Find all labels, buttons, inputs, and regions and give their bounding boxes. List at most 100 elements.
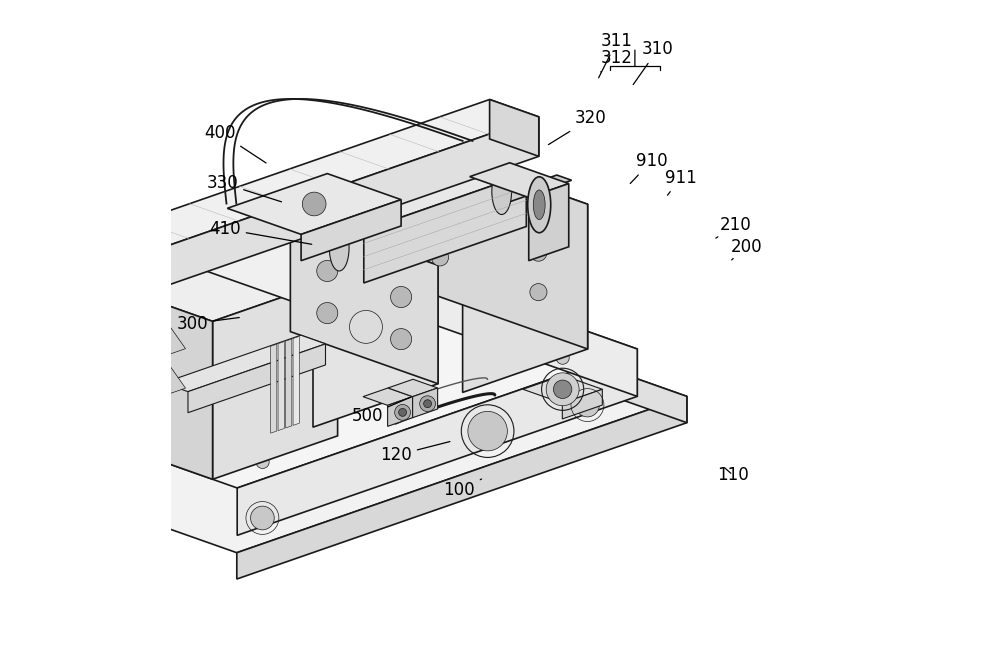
Polygon shape	[188, 344, 325, 413]
Circle shape	[431, 209, 449, 226]
Polygon shape	[363, 388, 413, 405]
Polygon shape	[388, 379, 438, 397]
Polygon shape	[301, 199, 401, 261]
Polygon shape	[392, 292, 687, 422]
Text: 410: 410	[209, 220, 312, 244]
Circle shape	[317, 303, 338, 324]
Circle shape	[431, 249, 449, 266]
Circle shape	[576, 393, 599, 417]
Circle shape	[107, 360, 125, 378]
Circle shape	[399, 409, 407, 417]
Text: 311: 311	[599, 32, 633, 78]
Polygon shape	[109, 347, 149, 382]
Polygon shape	[290, 213, 438, 384]
Circle shape	[149, 338, 158, 347]
Circle shape	[553, 380, 572, 399]
Circle shape	[144, 372, 162, 391]
Circle shape	[255, 510, 270, 526]
Text: 110: 110	[717, 466, 749, 484]
Circle shape	[354, 315, 378, 339]
Polygon shape	[391, 135, 588, 349]
Polygon shape	[523, 375, 602, 403]
Circle shape	[406, 403, 419, 417]
Text: 500: 500	[351, 397, 411, 425]
Polygon shape	[364, 174, 526, 283]
Circle shape	[251, 506, 274, 530]
Circle shape	[70, 307, 89, 326]
Circle shape	[302, 192, 326, 216]
Circle shape	[75, 312, 84, 321]
Circle shape	[59, 386, 72, 399]
Polygon shape	[470, 163, 569, 197]
Text: 210: 210	[716, 216, 751, 238]
Text: 120: 120	[380, 442, 450, 465]
Polygon shape	[286, 339, 292, 428]
Circle shape	[530, 284, 547, 301]
Polygon shape	[313, 265, 438, 427]
Text: 100: 100	[443, 479, 482, 499]
Circle shape	[395, 405, 410, 420]
Circle shape	[468, 411, 507, 451]
Text: 310: 310	[633, 40, 674, 85]
Circle shape	[556, 351, 569, 365]
Polygon shape	[391, 262, 637, 396]
Polygon shape	[562, 390, 602, 419]
Circle shape	[107, 320, 125, 339]
Polygon shape	[90, 99, 539, 256]
Circle shape	[317, 261, 338, 282]
Polygon shape	[16, 252, 213, 479]
Circle shape	[256, 455, 269, 468]
Circle shape	[29, 428, 53, 451]
Circle shape	[149, 377, 158, 386]
Ellipse shape	[492, 168, 512, 215]
Ellipse shape	[329, 225, 349, 271]
Polygon shape	[293, 336, 299, 425]
Circle shape	[580, 397, 595, 413]
Circle shape	[424, 400, 432, 408]
Circle shape	[33, 432, 49, 447]
Polygon shape	[72, 295, 112, 330]
Circle shape	[70, 347, 89, 365]
Circle shape	[358, 319, 374, 335]
Polygon shape	[529, 184, 569, 261]
Polygon shape	[388, 397, 413, 426]
Circle shape	[391, 328, 412, 349]
Circle shape	[112, 365, 121, 374]
Polygon shape	[494, 175, 572, 202]
Polygon shape	[413, 388, 438, 418]
Polygon shape	[237, 396, 687, 579]
Polygon shape	[90, 238, 139, 295]
Polygon shape	[0, 292, 687, 553]
Circle shape	[209, 334, 222, 347]
Polygon shape	[490, 99, 539, 157]
Polygon shape	[237, 349, 637, 536]
Polygon shape	[463, 204, 588, 392]
Polygon shape	[163, 335, 325, 392]
Circle shape	[530, 244, 547, 261]
Polygon shape	[146, 320, 186, 355]
Ellipse shape	[533, 190, 545, 220]
Polygon shape	[146, 360, 186, 395]
Circle shape	[546, 373, 579, 406]
Text: 330: 330	[206, 174, 282, 202]
Text: 320: 320	[548, 109, 607, 145]
Polygon shape	[16, 209, 338, 321]
Text: 911: 911	[665, 168, 697, 195]
Text: 400: 400	[205, 124, 266, 163]
Polygon shape	[227, 174, 401, 234]
Circle shape	[112, 325, 121, 334]
Circle shape	[82, 390, 121, 429]
Circle shape	[144, 333, 162, 351]
Ellipse shape	[528, 177, 551, 233]
Polygon shape	[315, 157, 526, 230]
Polygon shape	[109, 308, 149, 343]
Polygon shape	[213, 278, 338, 479]
Circle shape	[359, 282, 372, 295]
Text: 300: 300	[176, 315, 239, 333]
Text: 200: 200	[731, 238, 763, 260]
Circle shape	[75, 351, 84, 361]
Circle shape	[420, 396, 435, 412]
Text: 312: 312	[601, 49, 633, 72]
Polygon shape	[139, 117, 539, 295]
Polygon shape	[266, 135, 588, 247]
